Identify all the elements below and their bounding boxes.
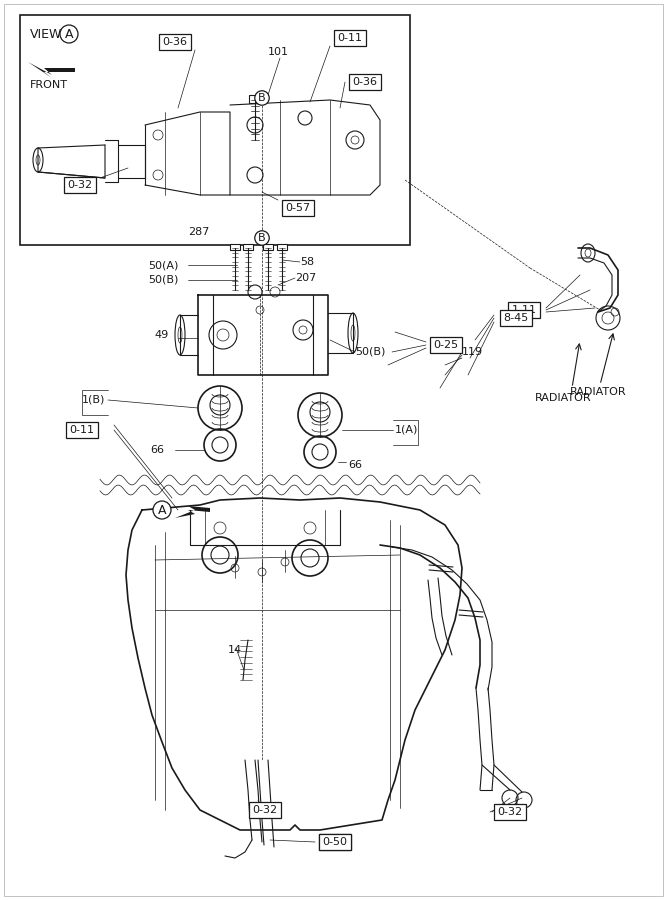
Text: 8-45: 8-45 (504, 313, 529, 323)
Text: 1-11: 1-11 (512, 305, 536, 315)
Polygon shape (28, 62, 75, 78)
Text: 287: 287 (188, 227, 209, 237)
Text: 1(B): 1(B) (82, 395, 105, 405)
Bar (249, 95, 261, 103)
Text: 50(B): 50(B) (355, 347, 386, 357)
Text: FRONT: FRONT (30, 80, 68, 90)
Text: 207: 207 (295, 273, 316, 283)
Text: B: B (258, 233, 266, 243)
Text: 50(A): 50(A) (148, 260, 178, 270)
Bar (263, 244, 273, 250)
Text: RADIATOR: RADIATOR (570, 387, 626, 397)
Text: 0-11: 0-11 (69, 425, 95, 435)
Text: 0-57: 0-57 (285, 203, 311, 213)
Text: 0-32: 0-32 (67, 180, 93, 190)
Text: 0-50: 0-50 (323, 837, 348, 847)
Text: 0-50: 0-50 (323, 837, 348, 847)
Text: 119: 119 (462, 347, 483, 357)
Text: 0-36: 0-36 (163, 37, 187, 47)
Text: 49: 49 (154, 330, 168, 340)
Text: B: B (258, 93, 266, 103)
Text: VIEW: VIEW (30, 28, 63, 40)
Polygon shape (175, 506, 210, 518)
Text: 1(A): 1(A) (395, 425, 418, 435)
Text: 50(B): 50(B) (148, 275, 178, 285)
Text: 14: 14 (228, 645, 242, 655)
Text: 66: 66 (150, 445, 164, 455)
Text: 0-11: 0-11 (338, 33, 362, 43)
Text: 0-32: 0-32 (498, 807, 522, 817)
Text: RADIATOR: RADIATOR (535, 393, 592, 403)
Text: 101: 101 (268, 47, 289, 57)
Text: A: A (65, 28, 73, 40)
Text: 58: 58 (300, 257, 314, 267)
Bar (277, 244, 287, 250)
Bar (243, 244, 253, 250)
Text: 0-32: 0-32 (252, 805, 277, 815)
Text: A: A (158, 503, 166, 517)
Text: 0-36: 0-36 (352, 77, 378, 87)
Bar (20, 15, 410, 245)
Bar (230, 244, 240, 250)
Text: 66: 66 (348, 460, 362, 470)
Text: 0-25: 0-25 (434, 340, 459, 350)
